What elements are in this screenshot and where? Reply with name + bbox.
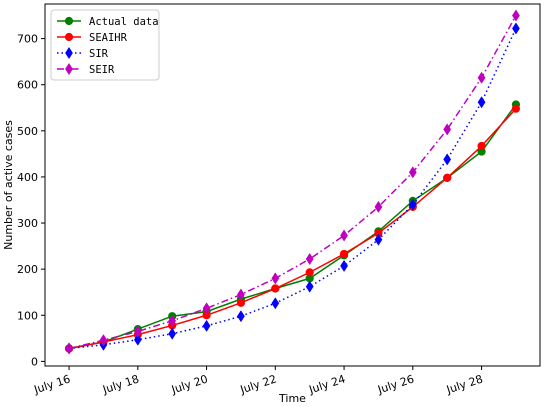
- y-tick-label: 600: [17, 79, 38, 92]
- legend-marker: [65, 46, 73, 60]
- series-sir: [65, 22, 520, 355]
- data-point: [271, 284, 280, 293]
- data-point: [202, 302, 211, 315]
- legend-marker: [65, 62, 73, 76]
- legend-box: [50, 9, 160, 81]
- data-point: [408, 166, 417, 179]
- data-point: [305, 268, 314, 277]
- legend: Actual data SEAIHR SIR SEIR: [50, 9, 160, 81]
- data-point: [133, 333, 142, 346]
- series-seir: [65, 9, 520, 355]
- y-tick-label: 700: [17, 33, 38, 46]
- plot-frame: [44, 3, 541, 367]
- data-point: [374, 233, 383, 246]
- data-point: [340, 229, 348, 242]
- y-tick-label: 300: [17, 217, 38, 230]
- series-line: [68, 28, 517, 350]
- legend-marker: [64, 16, 74, 26]
- data-point: [271, 272, 280, 285]
- series-line: [68, 108, 517, 350]
- y-tick-label: 100: [17, 309, 38, 322]
- legend-label: Actual data: [89, 16, 159, 28]
- data-point: [237, 310, 245, 323]
- data-point: [512, 22, 520, 35]
- data-point: [443, 173, 452, 182]
- y-tick-label: 200: [17, 263, 38, 276]
- data-point: [305, 280, 314, 293]
- data-point: [443, 153, 452, 166]
- legend-label: SEAIHR: [89, 32, 128, 44]
- y-tick-label: 500: [17, 125, 38, 138]
- y-tick-label: 0: [31, 355, 38, 368]
- data-point: [477, 141, 486, 151]
- legend-label: SIR: [89, 48, 109, 60]
- data-point: [443, 123, 452, 136]
- x-axis-title: Time: [278, 392, 306, 405]
- data-point: [133, 325, 142, 338]
- plot-area: [64, 9, 521, 355]
- data-point: [374, 200, 383, 213]
- data-point: [305, 252, 314, 266]
- legend-marker: [64, 32, 74, 42]
- data-point: [271, 297, 280, 310]
- data-point: [477, 96, 486, 109]
- data-point: [408, 198, 417, 211]
- legend-label: SEIR: [89, 64, 115, 76]
- data-point: [202, 319, 211, 332]
- series-line: [68, 15, 517, 350]
- series-line: [68, 104, 517, 350]
- data-point: [168, 314, 177, 327]
- data-point: [65, 342, 73, 355]
- data-point: [237, 288, 245, 301]
- data-point: [512, 9, 520, 22]
- y-tick-label: 400: [17, 171, 38, 184]
- data-point: [340, 259, 348, 272]
- data-point: [477, 71, 486, 84]
- data-point: [99, 334, 108, 347]
- y-axis-title: Number of active cases: [2, 120, 15, 250]
- data-point: [339, 249, 349, 259]
- data-point: [511, 104, 521, 113]
- data-point: [168, 327, 177, 340]
